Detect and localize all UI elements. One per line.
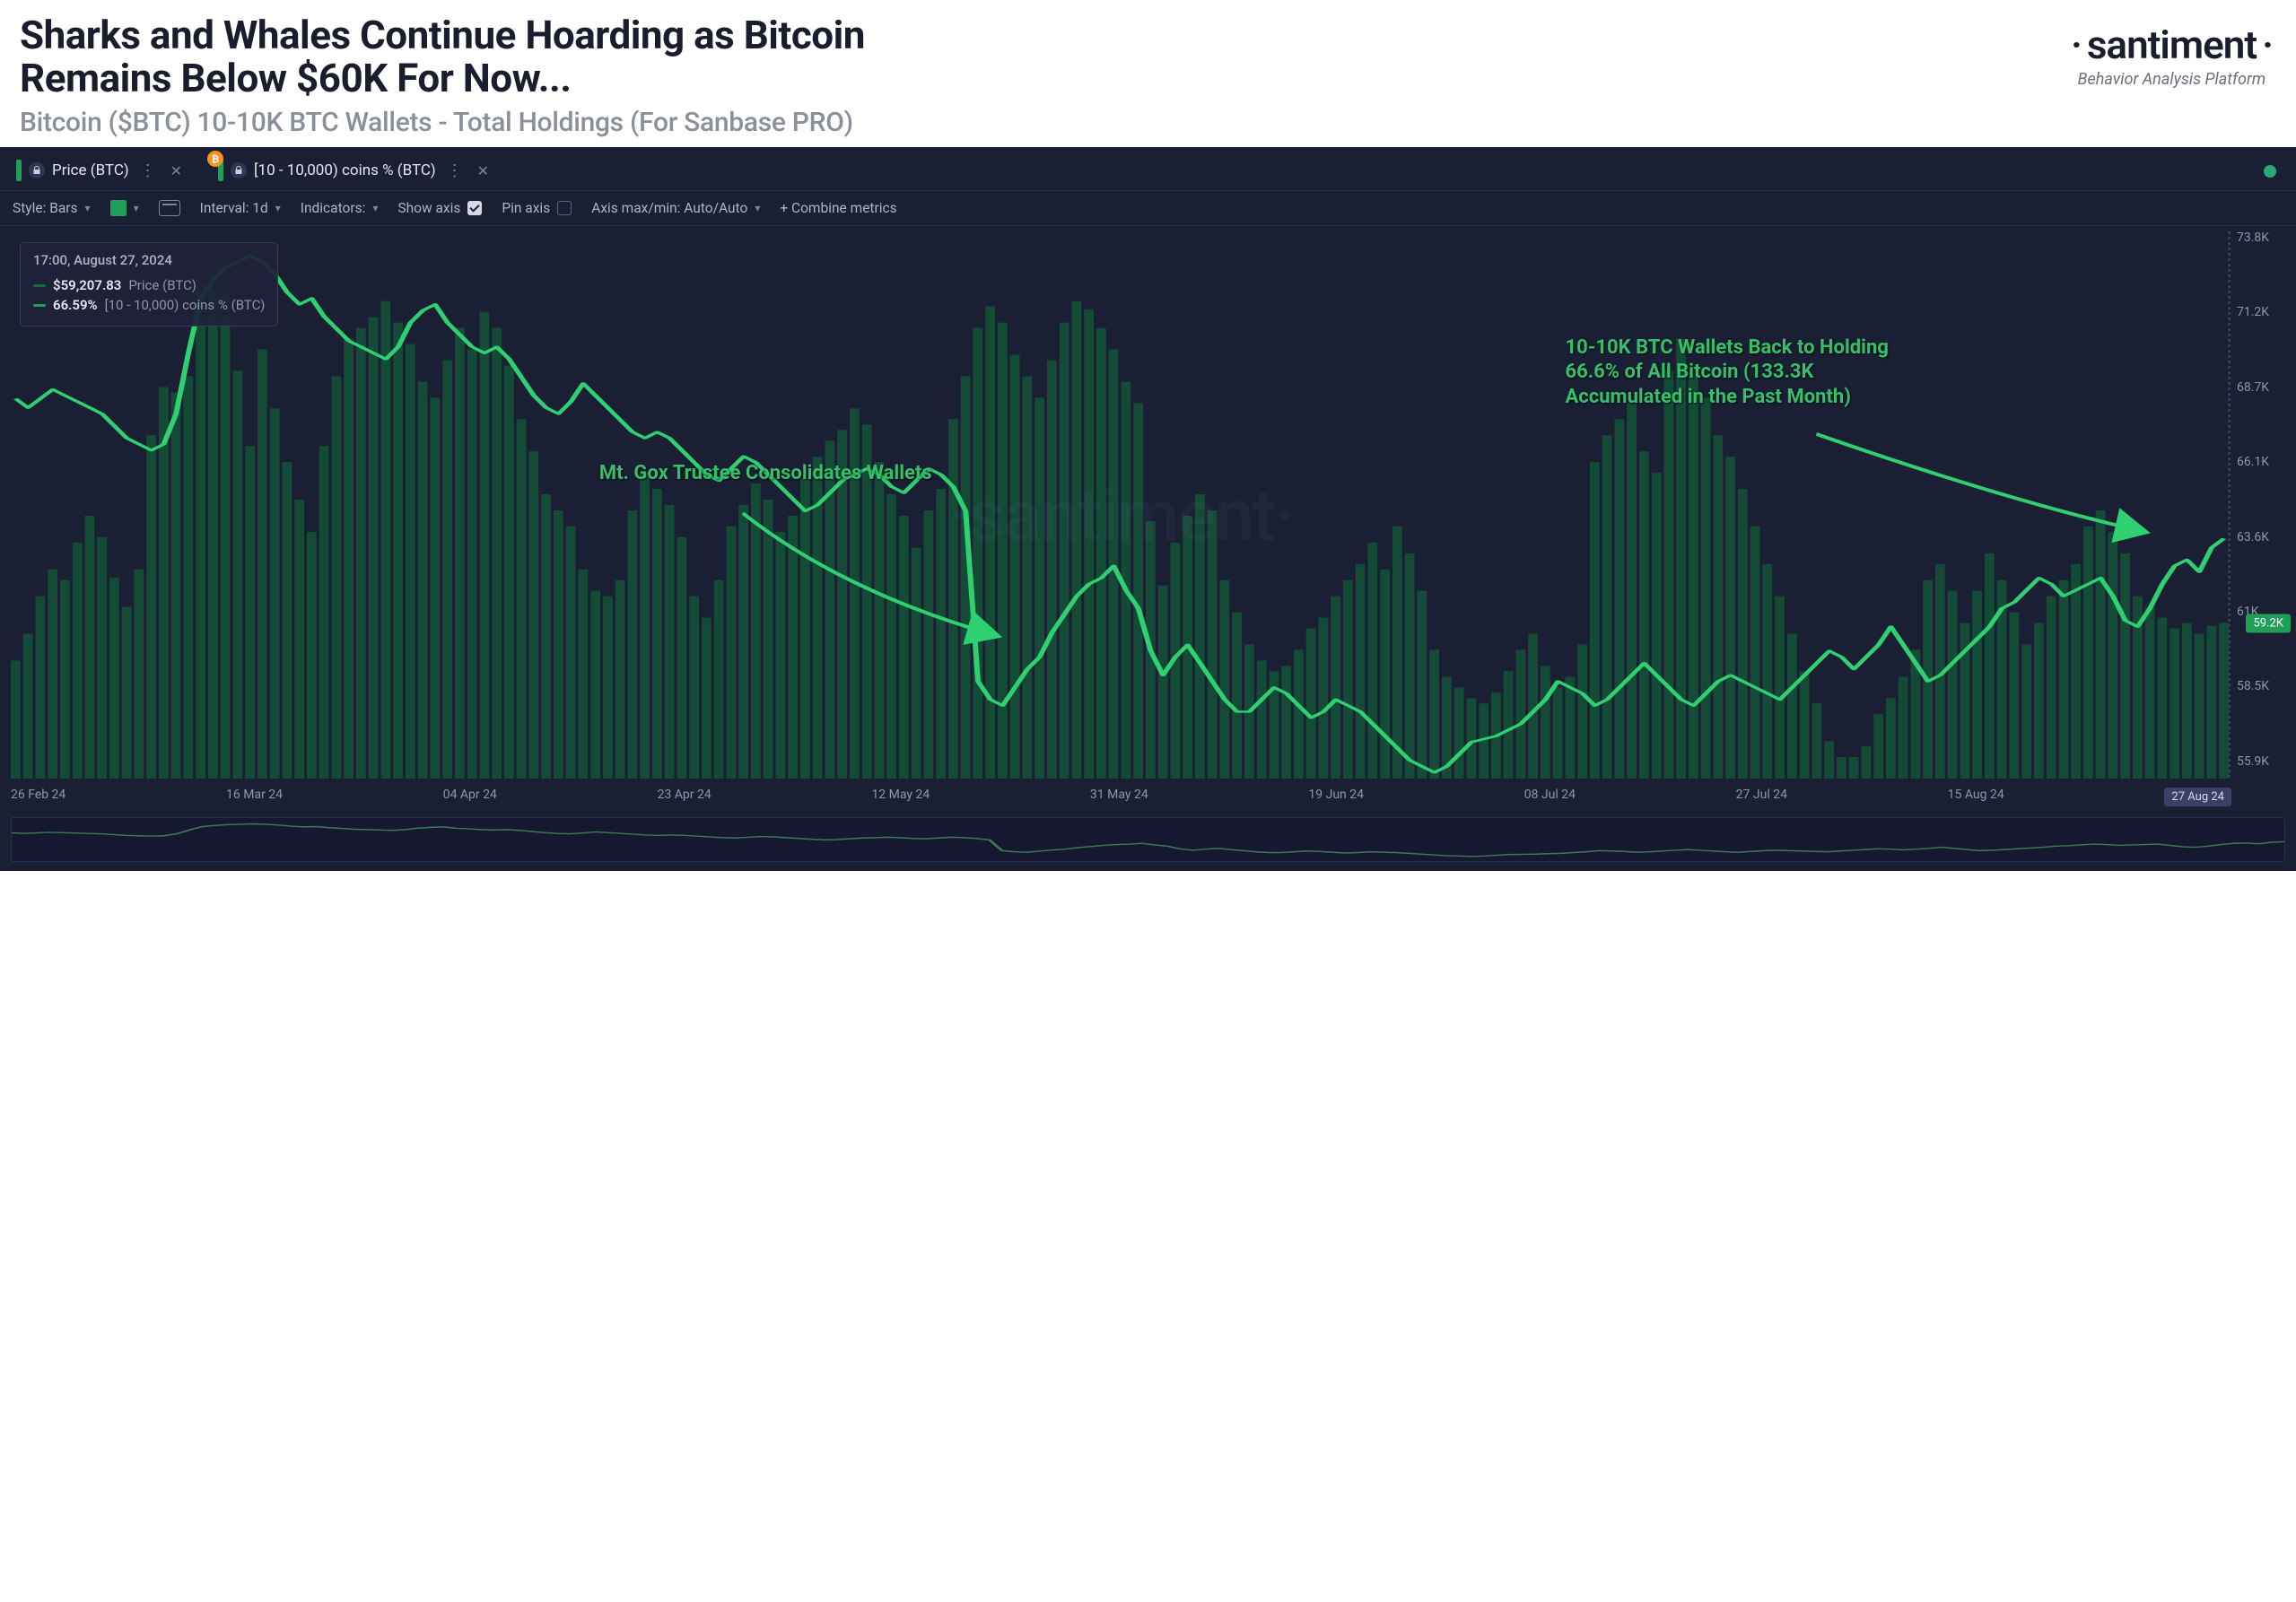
hover-value: 66.59%: [53, 297, 98, 313]
x-tick: 04 Apr 24: [443, 788, 497, 806]
pin-axis-toggle[interactable]: Pin axis: [502, 200, 572, 216]
pin-axis-label: Pin axis: [502, 200, 550, 216]
y-axis: 73.8K71.2K68.7K66.1K63.6K61K58.5K55.9K53…: [2237, 231, 2289, 842]
hover-timestamp: 17:00, August 27, 2024: [33, 252, 265, 268]
x-current-tag: 27 Aug 24: [2164, 788, 2231, 806]
tab-close-icon[interactable]: ✕: [474, 162, 493, 179]
axis-minmax-selector[interactable]: Axis max/min: Auto/Auto▾: [591, 200, 760, 216]
hover-dash: [33, 304, 46, 307]
x-tick: 19 Jun 24: [1308, 788, 1364, 806]
show-axis-toggle[interactable]: Show axis: [397, 200, 482, 216]
interval-selector[interactable]: Interval: 1d▾: [200, 200, 281, 216]
hover-dash: [33, 284, 46, 287]
x-tick: 23 Apr 24: [658, 788, 711, 806]
hover-value: $59,207.83: [53, 277, 121, 293]
hover-row: $59,207.83 Price (BTC): [33, 275, 265, 295]
x-tick: 12 May 24: [871, 788, 930, 806]
style-selector[interactable]: Style: Bars▾: [13, 200, 91, 216]
layout-icon[interactable]: [159, 200, 180, 216]
pin-axis-checkbox[interactable]: [557, 201, 572, 215]
minimap[interactable]: [11, 817, 2285, 862]
chart-settings-dot[interactable]: [2264, 165, 2276, 178]
x-tick: 27 Jul 24: [1736, 788, 1787, 806]
hover-row: 66.59% [10 - 10,000) coins % (BTC): [33, 295, 265, 315]
lock-icon: [231, 162, 247, 178]
style-label: Style: Bars: [13, 200, 78, 216]
y-tick: 63.6K: [2237, 531, 2289, 544]
tab-price[interactable]: Price (BTC) ⋮ ✕: [9, 152, 195, 190]
series-color-swatch[interactable]: ▾: [110, 200, 139, 216]
brand-block: ·santiment· Behavior Analysis Platform: [2071, 14, 2273, 89]
x-tick: 26 Feb 24: [11, 788, 65, 806]
metric-tabs-row: Price (BTC) ⋮ ✕ ₿ [10 - 10,000) coins % (BTC…: [0, 147, 2296, 191]
interval-label: Interval: 1d: [200, 200, 268, 216]
hover-tooltip: 17:00, August 27, 2024 $59,207.83 Price …: [20, 242, 278, 326]
chart-container: Price (BTC) ⋮ ✕ ₿ [10 - 10,000) coins % (BTC…: [0, 147, 2296, 871]
y-tick: 66.1K: [2237, 456, 2289, 468]
brand-logo: ·santiment·: [2071, 22, 2273, 68]
header: Sharks and Whales Continue Hoarding as B…: [0, 0, 2296, 147]
indicators-selector[interactable]: Indicators:▾: [301, 200, 379, 216]
y-tick: 71.2K: [2237, 306, 2289, 318]
indicators-label: Indicators:: [301, 200, 366, 216]
tab-menu-icon[interactable]: ⋮: [136, 161, 160, 180]
brand-tagline: Behavior Analysis Platform: [2078, 70, 2266, 89]
axis-minmax-label: Axis max/min: Auto/Auto: [591, 200, 747, 216]
chart-toolbar: Style: Bars▾ ▾ Interval: 1d▾ Indicators:…: [0, 191, 2296, 226]
y-current-tag: 59.2K: [2246, 614, 2291, 632]
hover-label: [10 - 10,000) coins % (BTC): [105, 297, 266, 313]
y-tick: 68.7K: [2237, 381, 2289, 394]
bitcoin-icon: ₿: [207, 151, 223, 167]
tab-swatch: [16, 160, 22, 181]
show-axis-checkbox[interactable]: [467, 201, 482, 215]
tab-label: Price (BTC): [52, 161, 129, 179]
brand-name: santiment: [2087, 22, 2257, 68]
x-tick: 31 May 24: [1090, 788, 1148, 806]
combine-metrics-button[interactable]: + Combine metrics: [780, 200, 896, 216]
page-title: Sharks and Whales Continue Hoarding as B…: [20, 14, 917, 100]
plot-area[interactable]: ·santiment· 17:00, August 27, 2024 $59,2…: [11, 231, 2231, 779]
chart-body: ·santiment· 17:00, August 27, 2024 $59,2…: [0, 226, 2296, 871]
lock-icon: [29, 162, 45, 178]
x-tick: 16 Mar 24: [226, 788, 283, 806]
x-tick: 15 Aug 24: [1948, 788, 2004, 806]
tab-menu-icon[interactable]: ⋮: [443, 161, 467, 180]
show-axis-label: Show axis: [397, 200, 460, 216]
page-subtitle: Bitcoin ($BTC) 10-10K BTC Wallets - Tota…: [20, 107, 2071, 138]
y-tick: 55.9K: [2237, 755, 2289, 768]
y-tick: 73.8K: [2237, 231, 2289, 244]
tab-supply-distribution[interactable]: ₿[10 - 10,000) coins % (BTC)⋮✕: [211, 152, 502, 190]
hover-label: Price (BTC): [128, 277, 196, 293]
y-tick: 58.5K: [2237, 680, 2289, 692]
combine-metrics-label: + Combine metrics: [780, 200, 896, 216]
x-axis: 26 Feb 24 16 Mar 24 04 Apr 24 23 Apr 24 12 M…: [0, 782, 2296, 814]
tab-close-icon[interactable]: ✕: [167, 162, 186, 179]
chart-svg: [11, 231, 2231, 779]
x-tick: 08 Jul 24: [1524, 788, 1576, 806]
tab-label: [10 - 10,000) coins % (BTC): [254, 161, 436, 179]
